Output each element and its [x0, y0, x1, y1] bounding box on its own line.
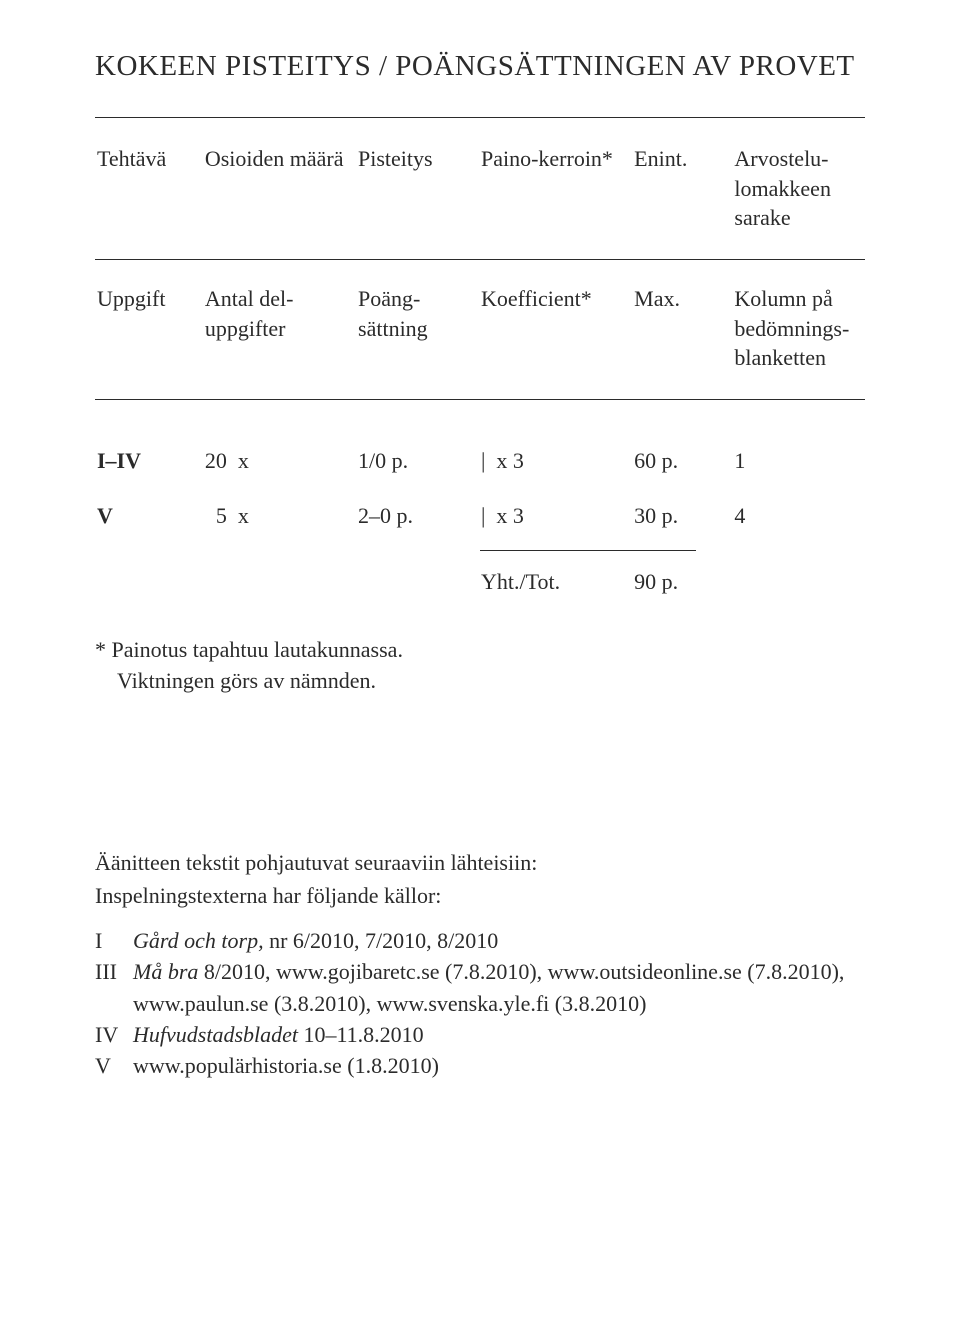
source-text: Gård och torp, nr 6/2010, 7/2010, 8/2010 — [133, 925, 865, 956]
source-item: III Må bra 8/2010, www.gojibaretc.se (7.… — [95, 956, 865, 1018]
header-row-fi: Tehtävä Osioiden määrä Pisteitys Paino-k… — [95, 142, 865, 239]
col-poang: Poäng-sättning — [358, 284, 479, 377]
cell-count: 5 x — [205, 489, 356, 542]
rule-mid2 — [95, 399, 865, 400]
source-rest: 8/2010, www.gojibaretc.se (7.8.2010), ww… — [133, 959, 844, 1015]
sources-heading-fi: Äänitteen tekstit pohjautuvat seuraaviin… — [95, 847, 865, 878]
table-row: I–IV 20 x 1/0 p. | x 3 60 p. 1 — [97, 434, 863, 487]
source-rest: nr 6/2010, 7/2010, 8/2010 — [264, 928, 499, 953]
footnote-line-sv: Viktningen görs av nämnden. — [95, 666, 865, 697]
cell-max: 60 p. — [634, 434, 732, 487]
col-osioiden: Osioiden määrä — [205, 144, 356, 237]
cell-task: V — [97, 489, 203, 542]
total-row: Yht./Tot. 90 p. — [95, 565, 865, 599]
col-arvostelu: Arvostelu-lomakkeen sarake — [734, 144, 863, 237]
cell-col: 1 — [734, 434, 863, 487]
source-item: IV Hufvudstadsbladet 10–11.8.2010 — [95, 1019, 865, 1050]
scoring-table: I–IV 20 x 1/0 p. | x 3 60 p. 1 V 5 x 2–0… — [95, 432, 865, 544]
col-antal: Antal del-uppgifter — [205, 284, 356, 377]
source-title-italic: Hufvudstadsbladet — [133, 1022, 298, 1047]
cell-coef: | x 3 — [481, 434, 632, 487]
cell-count: 20 x — [205, 434, 356, 487]
sources-heading-sv: Inspelningstexterna har följande källor: — [95, 880, 865, 911]
col-enint: Enint. — [634, 144, 732, 237]
col-painokerroin: Paino-kerroin* — [481, 144, 632, 237]
source-roman: III — [95, 956, 133, 1018]
source-text: Hufvudstadsbladet 10–11.8.2010 — [133, 1019, 865, 1050]
sources-list: I Gård och torp, nr 6/2010, 7/2010, 8/20… — [95, 925, 865, 1081]
source-title-italic: Gård och torp, — [133, 928, 264, 953]
rule-top — [95, 117, 865, 118]
sources: Äänitteen tekstit pohjautuvat seuraaviin… — [95, 847, 865, 1082]
col-tehtava: Tehtävä — [97, 144, 203, 237]
total-label: Yht./Tot. — [481, 567, 632, 597]
total-value: 90 p. — [634, 567, 732, 597]
source-roman: IV — [95, 1019, 133, 1050]
source-text: www.populärhistoria.se (1.8.2010) — [133, 1050, 865, 1081]
source-text: Må bra 8/2010, www.gojibaretc.se (7.8.20… — [133, 956, 865, 1018]
rule-subtotal — [480, 550, 696, 551]
cell-scoring: 1/0 p. — [358, 434, 479, 487]
col-pisteitys: Pisteitys — [358, 144, 479, 237]
footnote-line-fi: * Painotus tapahtuu lautakunnassa. — [95, 635, 865, 666]
cell-task: I–IV — [97, 434, 203, 487]
source-title-italic: Må bra — [133, 959, 198, 984]
source-roman: I — [95, 925, 133, 956]
rule-mid1 — [95, 259, 865, 260]
source-item: I Gård och torp, nr 6/2010, 7/2010, 8/20… — [95, 925, 865, 956]
page-title: KOKEEN PISTEITYS / POÄNGSÄTTNINGEN AV PR… — [95, 50, 865, 83]
footnote: * Painotus tapahtuu lautakunnassa. Viktn… — [95, 635, 865, 697]
col-uppgift: Uppgift — [97, 284, 203, 377]
cell-max: 30 p. — [634, 489, 732, 542]
col-koefficient: Koefficient* — [481, 284, 632, 377]
cell-coef: | x 3 — [481, 489, 632, 542]
source-rest: 10–11.8.2010 — [298, 1022, 424, 1047]
col-kolumn: Kolumn på bedömnings-blanketten — [734, 284, 863, 377]
source-rest: www.populärhistoria.se (1.8.2010) — [133, 1053, 439, 1078]
header-row-sv: Uppgift Antal del-uppgifter Poäng-sättni… — [95, 282, 865, 379]
table-row: V 5 x 2–0 p. | x 3 30 p. 4 — [97, 489, 863, 542]
cell-col: 4 — [734, 489, 863, 542]
col-max: Max. — [634, 284, 732, 377]
source-roman: V — [95, 1050, 133, 1081]
source-item: V www.populärhistoria.se (1.8.2010) — [95, 1050, 865, 1081]
cell-scoring: 2–0 p. — [358, 489, 479, 542]
